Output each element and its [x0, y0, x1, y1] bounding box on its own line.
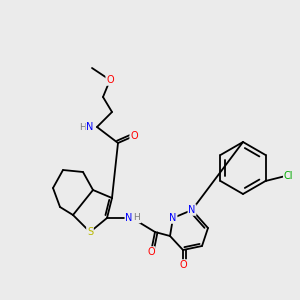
Text: O: O: [130, 131, 138, 141]
Text: N: N: [188, 205, 196, 215]
Text: H: H: [134, 214, 140, 223]
Text: O: O: [106, 75, 114, 85]
Text: N: N: [125, 213, 133, 223]
Text: S: S: [87, 227, 93, 237]
Text: O: O: [147, 247, 155, 257]
Text: O: O: [179, 260, 187, 270]
Text: Cl: Cl: [284, 171, 293, 181]
Text: H: H: [79, 122, 86, 131]
Text: N: N: [86, 122, 94, 132]
Text: N: N: [169, 213, 177, 223]
